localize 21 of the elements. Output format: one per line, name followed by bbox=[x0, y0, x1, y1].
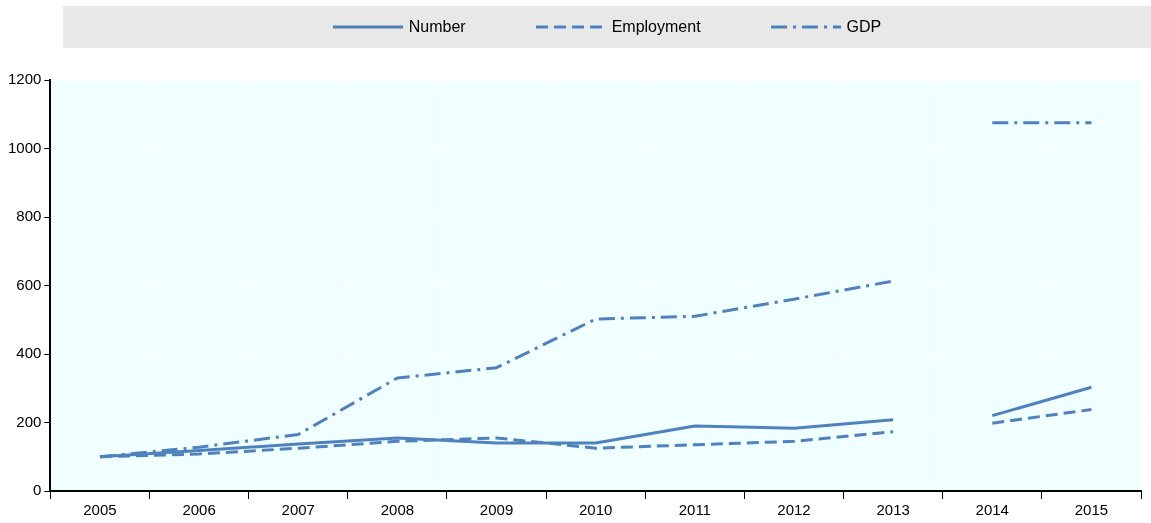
x-tick-label: 2006 bbox=[182, 501, 216, 519]
y-tick-label: 800 bbox=[16, 207, 42, 225]
legend-label: Employment bbox=[611, 18, 701, 36]
x-tick-label: 2015 bbox=[1074, 501, 1109, 519]
y-tick-label: 400 bbox=[16, 344, 42, 362]
x-tick-label: 2008 bbox=[380, 501, 415, 519]
x-tick-label: 2013 bbox=[876, 501, 910, 519]
y-tick-label: 200 bbox=[16, 412, 42, 430]
x-tick-label: 2009 bbox=[479, 501, 514, 519]
x-tick-label: 2011 bbox=[678, 501, 711, 519]
legend-label: Number bbox=[408, 18, 466, 36]
y-tick-label: 600 bbox=[16, 275, 42, 293]
x-tick-label: 2012 bbox=[777, 501, 811, 519]
x-tick-label: 2005 bbox=[83, 501, 117, 519]
y-tick-label: 1200 bbox=[7, 70, 42, 88]
x-tick-label: 2010 bbox=[579, 501, 613, 519]
x-tick-label: 2014 bbox=[975, 501, 1009, 519]
legend-label: GDP bbox=[846, 18, 882, 36]
y-tick-label: 1000 bbox=[7, 138, 42, 156]
x-tick-label: 2007 bbox=[281, 501, 315, 519]
y-tick-label: 0 bbox=[33, 481, 42, 499]
